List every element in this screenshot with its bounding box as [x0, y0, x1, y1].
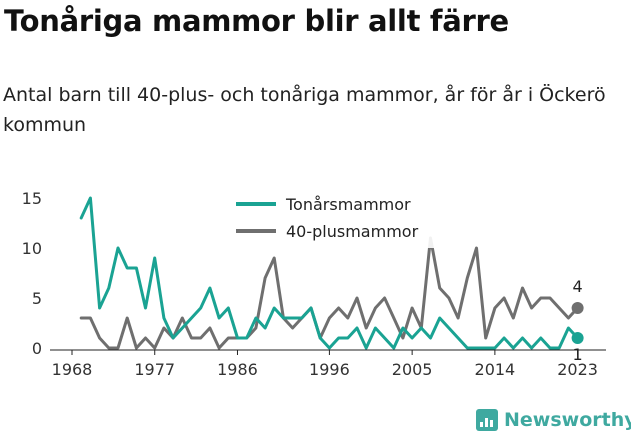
series-line: [79, 236, 580, 350]
legend-label: 40-plusmammor: [286, 222, 419, 241]
y-tick-label: 10: [22, 239, 42, 258]
chart-subtitle: Antal barn till 40-plus- och tonåriga ma…: [3, 84, 606, 136]
y-tick-label: 0: [32, 339, 42, 358]
chart-title: Tonåriga mammor blir allt färre: [4, 4, 509, 38]
series-line: [79, 196, 580, 350]
end-value-label: 4: [573, 277, 583, 296]
x-tick-label: 2023: [557, 360, 598, 379]
newsworthy-logo: Newsworthy: [476, 409, 631, 431]
legend-box: [226, 190, 436, 248]
x-tick-label: 2014: [475, 360, 516, 379]
y-tick-label: 15: [22, 189, 42, 208]
x-tick-label: 1996: [309, 360, 350, 379]
x-tick-label: 2005: [392, 360, 433, 379]
brand-name: Newsworthy: [504, 409, 631, 431]
x-tick-label: 1968: [52, 360, 93, 379]
legend-label: Tonårsmammor: [285, 195, 411, 214]
y-tick-label: 5: [32, 289, 42, 308]
end-point: [571, 332, 584, 344]
x-tick-label: 1977: [134, 360, 175, 379]
newsworthy-logo-icon: [476, 409, 498, 431]
end-point: [571, 302, 584, 314]
end-value-label: 1: [573, 345, 583, 364]
x-tick-label: 1986: [217, 360, 258, 379]
